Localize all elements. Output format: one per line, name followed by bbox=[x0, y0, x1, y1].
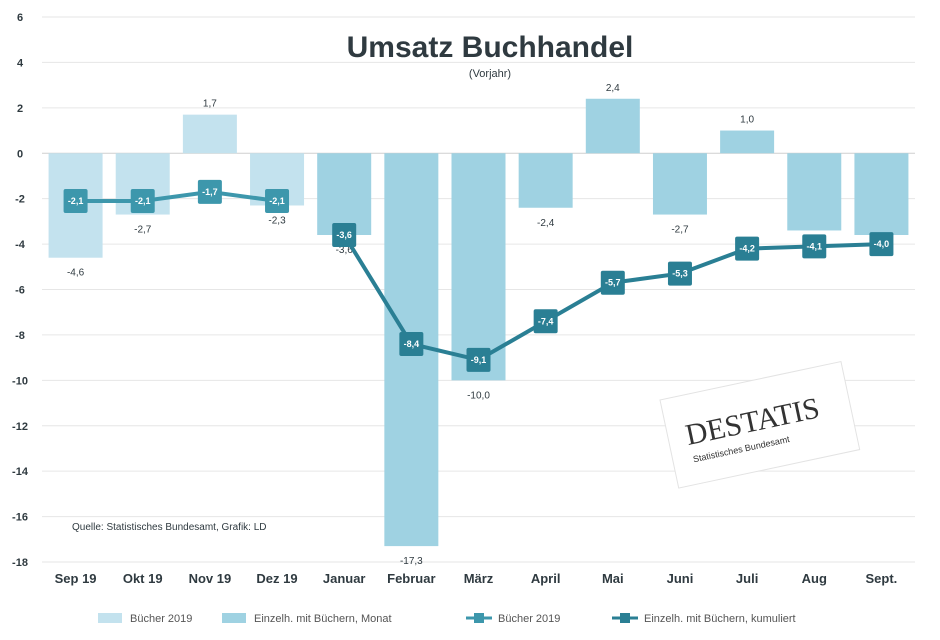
y-tick-label: 4 bbox=[17, 57, 24, 69]
line-marker bbox=[197, 179, 222, 204]
x-tick-label: Okt 19 bbox=[123, 571, 163, 586]
point-value-label: -2,1 bbox=[68, 196, 84, 206]
line-marker bbox=[332, 223, 357, 247]
x-tick-label: Dez 19 bbox=[256, 571, 297, 586]
line-marker bbox=[399, 332, 424, 356]
y-tick-label: -18 bbox=[12, 557, 28, 569]
chart-title: Umsatz Buchhandel bbox=[347, 31, 634, 64]
bar bbox=[854, 153, 909, 235]
y-tick-label: 2 bbox=[17, 103, 23, 115]
bar-value-label: 1,7 bbox=[203, 99, 217, 110]
y-tick-label: -14 bbox=[12, 466, 29, 478]
bar bbox=[518, 153, 573, 208]
source-note: Quelle: Statistisches Bundesamt, Grafik:… bbox=[72, 522, 267, 533]
bar-value-label: -2,7 bbox=[671, 225, 689, 236]
bars: -4,6 -2,7 1,7 -2,3 -3,6 -17,3 -10,0 -2,4 2,4 -2,7… bbox=[48, 83, 909, 567]
point-value-label: -3,6 bbox=[336, 230, 352, 240]
bar-value-label: 2,4 bbox=[606, 83, 620, 94]
point-value-label: -4,1 bbox=[807, 241, 823, 251]
y-tick-label: -12 bbox=[12, 421, 28, 433]
legend-label: Bücher 2019 bbox=[498, 613, 560, 625]
line-marker bbox=[466, 347, 491, 372]
destatis-logo: DESTATIS Statistisches Bundesamt bbox=[659, 360, 861, 489]
bar bbox=[585, 98, 640, 154]
x-tick-label: Nov 19 bbox=[189, 571, 232, 586]
line-marker bbox=[265, 188, 290, 213]
y-tick-label: -4 bbox=[15, 239, 26, 251]
line-marker bbox=[869, 232, 894, 257]
legend-marker bbox=[620, 613, 630, 623]
y-tick-label: -10 bbox=[12, 375, 28, 387]
y-tick-label: -6 bbox=[15, 285, 25, 297]
bar bbox=[652, 153, 707, 215]
x-tick-label: Sept. bbox=[866, 571, 898, 586]
line-marker bbox=[130, 188, 155, 213]
bar-value-label: 1,0 bbox=[740, 115, 754, 126]
x-tick-label: Februar bbox=[387, 571, 435, 586]
chart-subtitle: (Vorjahr) bbox=[469, 68, 511, 80]
bar-value-label: -2,7 bbox=[134, 225, 152, 236]
bar bbox=[182, 114, 237, 154]
x-tick-label: Mai bbox=[602, 571, 624, 586]
bar-value-label: -10,0 bbox=[467, 390, 490, 401]
point-value-label: -9,1 bbox=[471, 355, 487, 365]
series-line bbox=[75, 189, 278, 203]
legend-marker bbox=[474, 613, 484, 623]
y-tick-label: -8 bbox=[15, 330, 25, 342]
legend-swatch bbox=[222, 613, 246, 623]
x-tick-label: Sep 19 bbox=[55, 571, 97, 586]
point-value-label: -4,2 bbox=[739, 244, 755, 254]
y-axis-ticks: 6 4 2 0 -2 -4 -6 -8 -10 -12 -14 -16 -18 bbox=[12, 12, 29, 569]
line-marker bbox=[667, 261, 692, 286]
bar bbox=[787, 153, 842, 231]
y-tick-label: -2 bbox=[15, 194, 25, 206]
x-tick-label: Januar bbox=[323, 571, 366, 586]
bar-value-label: -4,6 bbox=[67, 268, 85, 279]
bar-value-label: -2,4 bbox=[537, 218, 555, 229]
legend-label: Einzelh. mit Büchern, Monat bbox=[254, 613, 392, 625]
line-marker bbox=[533, 309, 558, 334]
line-marker bbox=[802, 234, 827, 259]
line-marker bbox=[735, 236, 760, 261]
legend-swatch bbox=[98, 613, 122, 623]
bar bbox=[720, 130, 775, 154]
legend-label: Einzelh. mit Büchern, kumuliert bbox=[644, 613, 796, 625]
line-marker bbox=[600, 270, 625, 295]
bar-value-label: -17,3 bbox=[400, 556, 423, 567]
y-tick-label: 6 bbox=[17, 12, 23, 24]
legend-label: Bücher 2019 bbox=[130, 613, 192, 625]
bar-value-label: -3,6 bbox=[336, 245, 354, 256]
point-value-label: -5,3 bbox=[672, 269, 688, 279]
point-value-label: -5,7 bbox=[605, 278, 621, 288]
bar bbox=[317, 153, 372, 235]
y-tick-label: -16 bbox=[12, 512, 28, 524]
x-tick-label: Aug bbox=[802, 571, 827, 586]
bar-value-label: -2,3 bbox=[268, 215, 286, 226]
x-axis-ticks: Sep 19 Okt 19 Nov 19 Dez 19 Januar Februar Mär… bbox=[55, 571, 898, 586]
point-value-label: -8,4 bbox=[404, 339, 420, 349]
logo-card bbox=[659, 360, 861, 489]
x-tick-label: Juni bbox=[667, 571, 694, 586]
x-tick-label: Juli bbox=[736, 571, 758, 586]
x-tick-label: März bbox=[464, 571, 494, 586]
point-value-label: -2,1 bbox=[269, 196, 285, 206]
point-value-label: -4,0 bbox=[874, 239, 890, 249]
y-tick-label: 0 bbox=[17, 148, 23, 160]
legend: Bücher 2019 Einzelh. mit Büchern, Monat Bü… bbox=[98, 613, 796, 625]
series-points: -2,1 -2,1 -1,7 -2,1 -3,6 -8,4 -9,1 -7,4 -5,7 -5,3… bbox=[63, 179, 894, 372]
bar bbox=[451, 153, 506, 381]
line-marker bbox=[63, 188, 88, 213]
point-value-label: -7,4 bbox=[538, 316, 554, 326]
point-value-label: -2,1 bbox=[135, 196, 151, 206]
point-value-label: -1,7 bbox=[202, 187, 218, 197]
x-tick-label: April bbox=[531, 571, 561, 586]
